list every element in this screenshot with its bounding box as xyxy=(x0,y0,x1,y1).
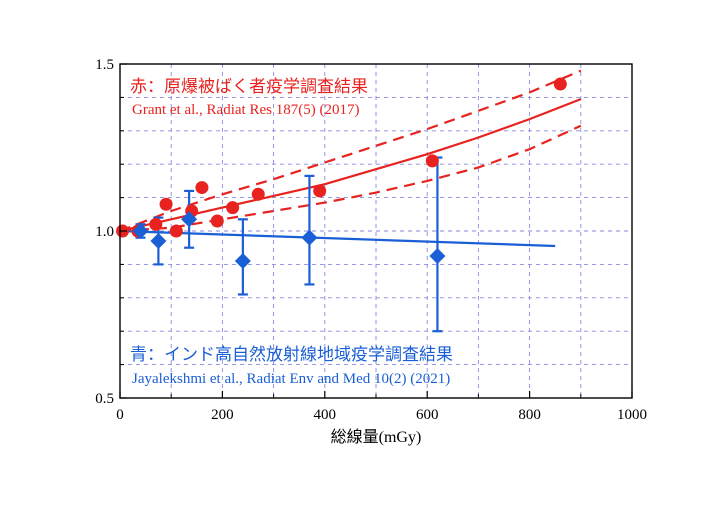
data-point-circle xyxy=(553,77,567,91)
annotations: 赤：原爆被ばく者疫学調査結果 Grant et al., Radiat Res … xyxy=(130,77,453,387)
data-point-circle xyxy=(149,217,163,231)
data-point-circle xyxy=(210,214,224,228)
y-tick-label: 0.5 xyxy=(95,391,114,407)
error-bars xyxy=(135,156,443,333)
x-axis-label: 総線量(mGy) xyxy=(331,428,422,446)
data-point-diamond xyxy=(234,253,251,270)
grid xyxy=(120,64,632,398)
data-point-circle xyxy=(226,201,240,215)
data-point-circle xyxy=(159,197,173,211)
data-point-circle xyxy=(313,184,327,198)
data-point-diamond xyxy=(301,229,318,246)
data-point-circle xyxy=(169,224,183,238)
annotation-red-title: 赤：原爆被ばく者疫学調査結果 xyxy=(130,77,368,97)
data-point-circle xyxy=(425,154,439,168)
x-tick-label: 400 xyxy=(314,407,337,423)
axis-ticks xyxy=(119,63,633,399)
data-point-circle xyxy=(195,181,209,195)
data-point-diamond xyxy=(181,211,198,228)
x-tick-label: 0 xyxy=(116,407,124,423)
fit-line-confidence xyxy=(119,69,582,233)
axis-tick-labels: 0 200 400 600 800 1000 0.5 1.0 1.5 xyxy=(95,57,647,423)
data-point-diamond xyxy=(150,233,167,250)
data-point-circle xyxy=(251,187,265,201)
annotation-red-citation: Grant et al., Radiat Res 187(5) (2017) xyxy=(132,102,359,118)
data-point-diamond xyxy=(429,248,446,265)
x-tick-label: 800 xyxy=(518,407,541,423)
data-point-diamond xyxy=(132,223,149,239)
x-tick-label: 200 xyxy=(211,407,234,423)
x-tick-label: 1000 xyxy=(617,407,647,423)
y-tick-label: 1.0 xyxy=(95,224,114,240)
data-points xyxy=(116,77,567,270)
y-tick-label: 1.5 xyxy=(95,57,114,73)
fit-line-confidence xyxy=(119,124,582,233)
annotation-blue-citation: Jayalekshmi et al., Radiat Env and Med 1… xyxy=(132,371,450,387)
x-tick-label: 600 xyxy=(416,407,439,423)
fit-line xyxy=(119,229,556,248)
annotation-blue-title: 青：インド高自然放射線地域疫学調査結果 xyxy=(130,345,453,365)
